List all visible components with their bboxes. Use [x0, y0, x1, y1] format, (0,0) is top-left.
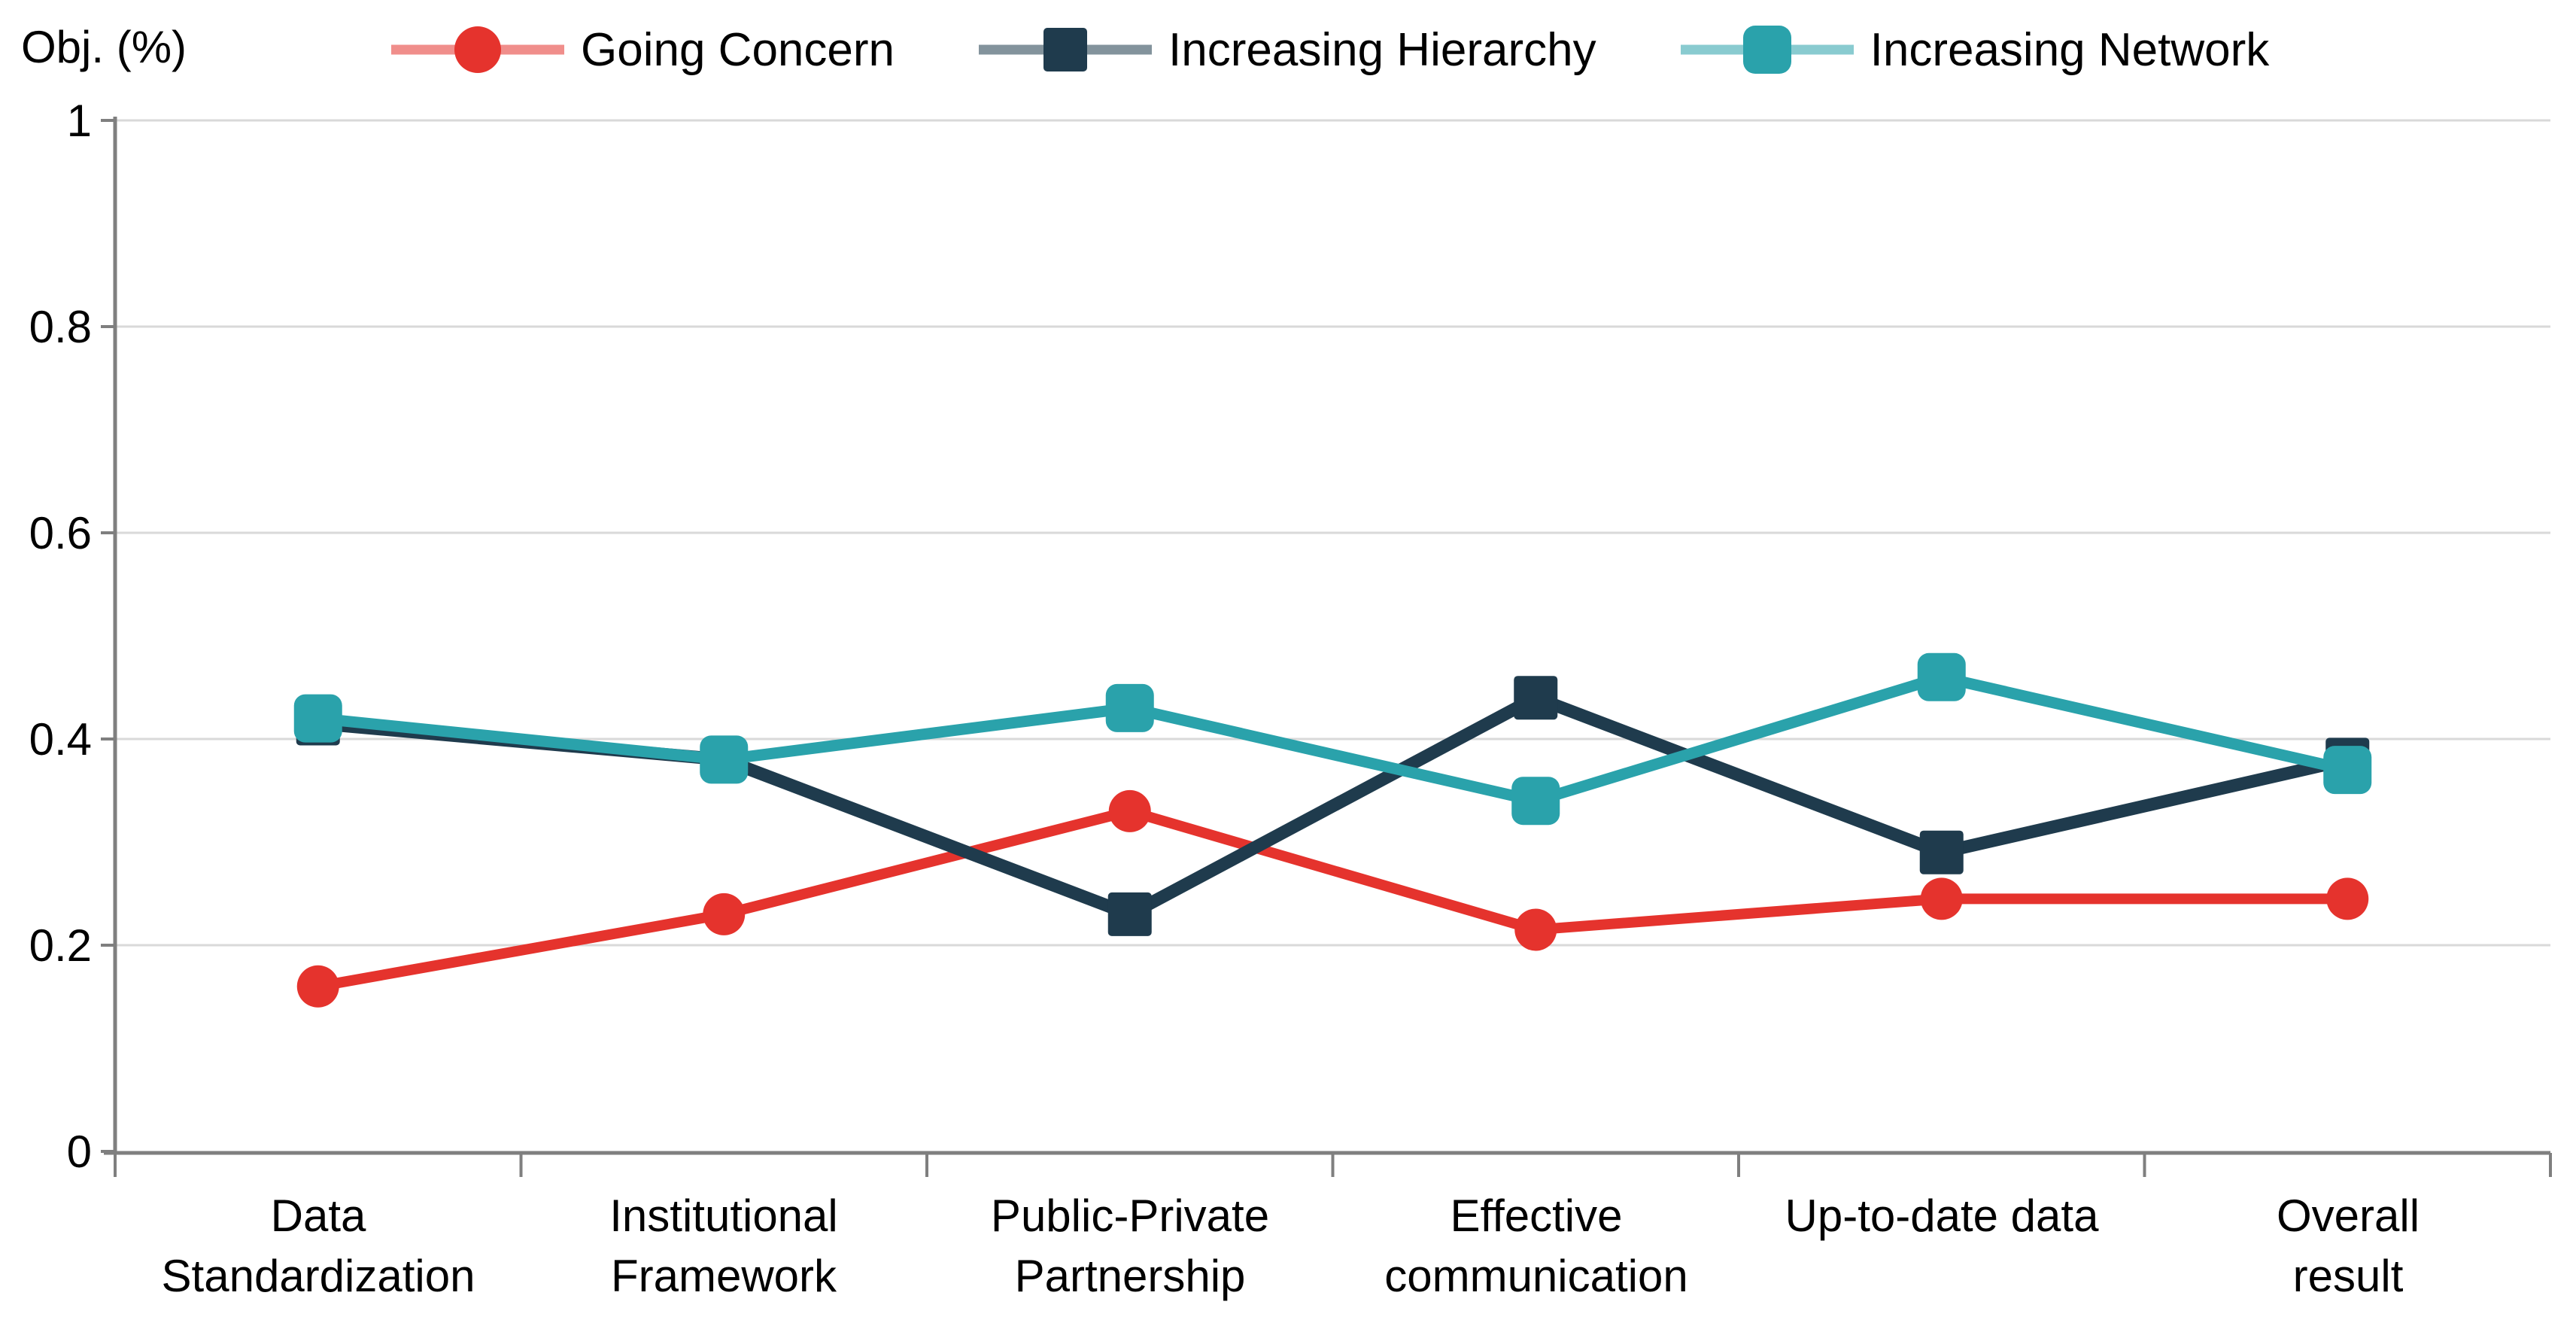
category-label-line2: Partnership	[1015, 1251, 1246, 1301]
y-tick-label-0: 0	[67, 1127, 92, 1177]
data-point	[293, 694, 342, 743]
category-label-line1: Public-Private	[991, 1191, 1269, 1241]
data-point	[1919, 830, 1964, 874]
increasing-network-marker-icon	[1680, 25, 1854, 74]
x-category-labels: Data Standardization Institutional Frame…	[162, 1191, 2420, 1301]
data-point	[1108, 789, 1151, 832]
series-line	[312, 805, 2353, 992]
category-label-line2: Framework	[611, 1251, 837, 1301]
y-axis-title: Obj. (%)	[21, 22, 187, 72]
y-tick-label-04: 0.4	[29, 714, 92, 765]
y-tick-labels: 0 0.2 0.4 0.6 0.8 1	[29, 96, 92, 1177]
legend-item-going-concern: Going Concern	[391, 14, 895, 86]
legend-label-going-concern: Going Concern	[581, 23, 895, 76]
y-tick-label-02: 0.2	[29, 920, 92, 971]
data-point	[1107, 892, 1152, 936]
axes	[101, 117, 2552, 1177]
category-label-line1: Up-to-date data	[1785, 1191, 2100, 1241]
category-label-line1: Overall	[2277, 1191, 2420, 1241]
increasing-hierarchy-marker-icon	[979, 27, 1153, 71]
series-layer	[293, 652, 2372, 1008]
legend-label-increasing-hierarchy: Increasing Hierarchy	[1168, 23, 1596, 76]
data-point	[1917, 652, 1966, 701]
legend-item-increasing-hierarchy: Increasing Hierarchy	[979, 14, 1596, 86]
data-point	[1920, 877, 1963, 920]
data-point	[700, 735, 749, 784]
category-label-line2: result	[2293, 1251, 2404, 1301]
y-tick-label-1: 1	[67, 96, 92, 146]
series-line	[312, 671, 2353, 807]
gridlines	[115, 119, 2550, 947]
rounded-square-marker-icon	[1742, 25, 1791, 74]
circle-marker-icon	[454, 26, 501, 73]
legend-label-increasing-network: Increasing Network	[1870, 23, 2270, 76]
data-point	[2326, 877, 2369, 920]
y-tick-label-06: 0.6	[29, 508, 92, 558]
data-point	[296, 965, 339, 1008]
category-label-line1: Institutional	[609, 1191, 838, 1241]
series-line	[311, 691, 2354, 921]
data-point	[2323, 746, 2372, 795]
category-label-line1: Effective	[1450, 1191, 1622, 1241]
legend: Going Concern Increasing Hierarchy Incre…	[391, 5, 2269, 95]
series-going-concern	[296, 789, 2369, 1008]
data-point	[1105, 683, 1154, 732]
category-label-line2: communication	[1384, 1251, 1688, 1301]
data-point	[1514, 676, 1558, 720]
category-label-line2: Standardization	[162, 1251, 475, 1301]
legend-item-increasing-network: Increasing Network	[1680, 14, 2270, 86]
data-point	[703, 893, 746, 935]
series-increasing-network	[293, 652, 2372, 826]
y-tick-label-08: 0.8	[29, 302, 92, 352]
data-point	[1514, 908, 1557, 951]
category-label-line1: Data	[271, 1191, 366, 1241]
going-concern-marker-icon	[391, 26, 564, 73]
data-point	[1511, 777, 1560, 826]
square-marker-icon	[1043, 27, 1088, 71]
